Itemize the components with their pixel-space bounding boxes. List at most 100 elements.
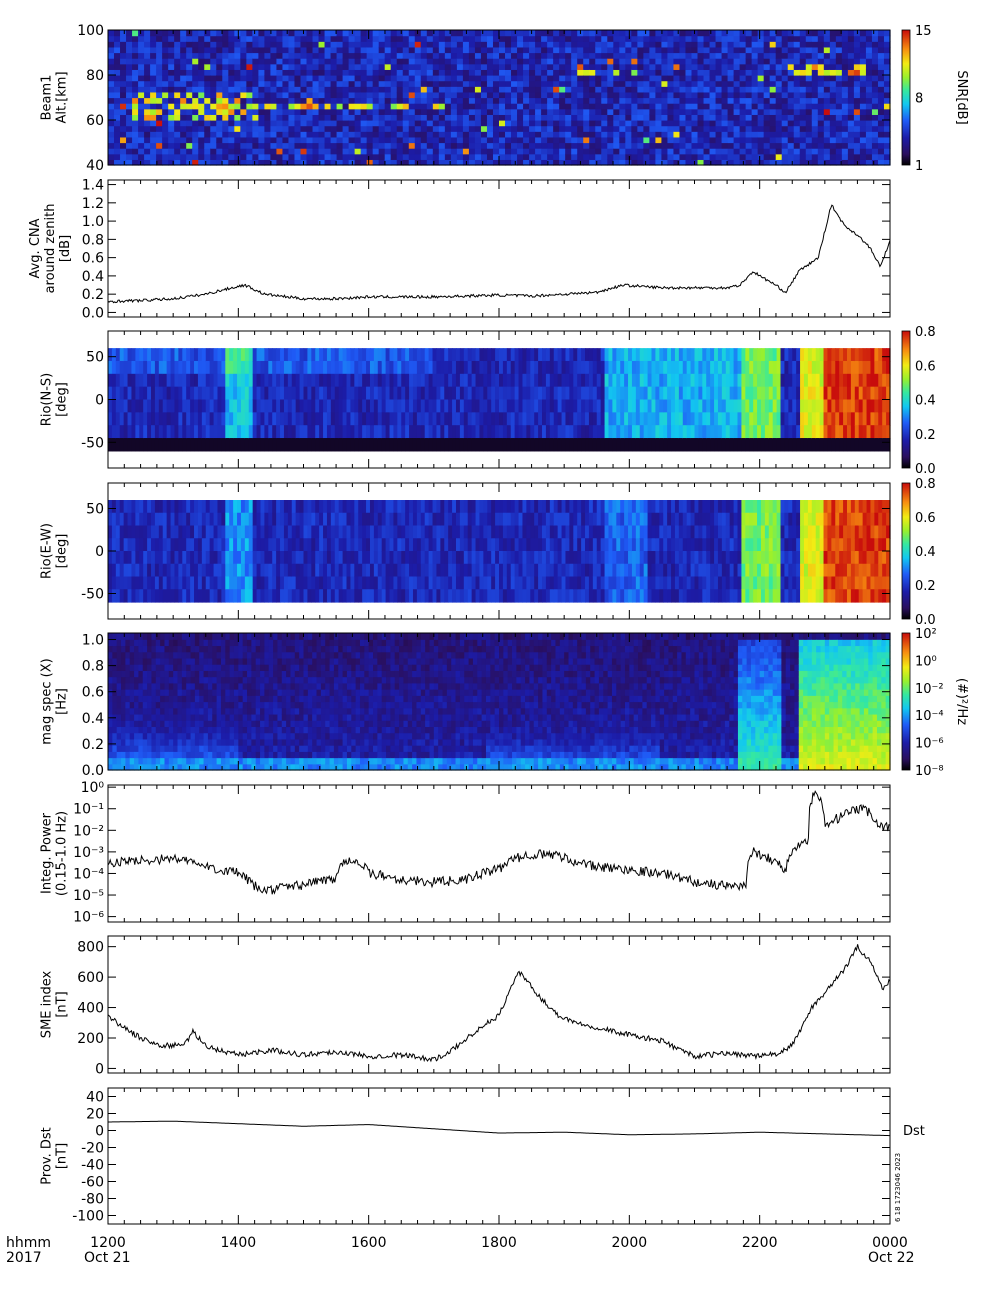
rio_ns-cell (115, 412, 121, 426)
rio_ns-cell (205, 438, 211, 452)
beam-cell (348, 69, 356, 76)
beam-cell (517, 125, 524, 132)
beam-cell (625, 97, 632, 104)
beam-cell (108, 41, 115, 48)
beam-cell (492, 41, 500, 48)
beam-cell (523, 35, 530, 42)
beam-cell (414, 52, 422, 59)
beam-cell (342, 114, 350, 121)
beam-cell (348, 108, 356, 115)
beam-cell (234, 46, 241, 54)
beam-cell (685, 63, 693, 70)
beam-cell (739, 35, 747, 42)
rio_ns-cell (459, 412, 465, 426)
beam-cell (823, 30, 831, 37)
rio_ns-cell (874, 373, 879, 388)
rio_ns-cell (475, 438, 481, 452)
beam-cell (769, 35, 777, 42)
rio_ns-cell (499, 373, 504, 388)
beam-cell (517, 58, 524, 65)
beam-cell (312, 58, 320, 65)
beam-cell (402, 97, 410, 104)
beam-cell (583, 30, 590, 37)
beam-cell (438, 148, 446, 155)
beam-cell (456, 35, 464, 42)
beam-cell (402, 41, 410, 48)
beam-cell (535, 108, 542, 115)
beam-cell (583, 131, 590, 138)
beam-cell (252, 80, 259, 87)
beam-cell (559, 131, 566, 138)
rio_ns-cell (702, 348, 707, 362)
beam-cell (252, 131, 259, 138)
rio_ns-cell (299, 360, 305, 375)
rio_ns-cell (483, 386, 488, 401)
beam-cell (270, 63, 278, 70)
rio_ns-cell (585, 386, 590, 401)
beam-cell (793, 63, 801, 70)
rio_ns-cell (600, 412, 606, 426)
rio_ns-cell (526, 438, 531, 452)
rio_ns-cell (542, 348, 547, 362)
beam-cell (655, 35, 663, 42)
rio_ns-cell (272, 412, 277, 426)
beam-cell (859, 120, 867, 127)
beam-cell (318, 97, 326, 104)
rio_ns-cell (252, 399, 258, 413)
beam-cell (180, 148, 187, 155)
rio_ns-cell (354, 360, 359, 375)
beam-cell (733, 52, 741, 59)
beam-cell (565, 153, 572, 160)
beam-cell (396, 35, 404, 42)
beam-cell (390, 80, 398, 87)
beam-cell (865, 103, 873, 110)
rio_ns-cell (811, 412, 817, 426)
beam-cell (793, 80, 801, 87)
beam-cell (865, 58, 873, 65)
rio_ns-cell (565, 412, 570, 426)
beam-cell (474, 30, 482, 37)
beam-cell (210, 153, 217, 160)
beam-cell (721, 142, 729, 149)
rio_ns-cell (221, 412, 226, 426)
beam-cell (108, 75, 115, 82)
beam-cell (318, 136, 326, 144)
beam-cell (811, 30, 819, 37)
beam-cell (721, 148, 729, 155)
beam-cell (835, 131, 843, 138)
beam-cell (853, 58, 861, 65)
rio_ns-cell (819, 412, 825, 426)
beam-cell (727, 153, 735, 160)
beam-cell (541, 63, 548, 70)
beam-cell (709, 97, 717, 104)
rio_ns-cell (538, 360, 543, 375)
beam-cell (709, 52, 717, 59)
beam-cell (396, 103, 404, 110)
beam-cell (438, 97, 446, 104)
beam-cell (529, 80, 536, 87)
rio_ns-cell (858, 399, 864, 413)
rio_ns-cell (182, 399, 187, 413)
rio_ns-cell (581, 438, 586, 452)
beam-cell (559, 41, 566, 48)
beam-cell (703, 30, 711, 37)
beam-cell (583, 35, 590, 42)
beam-cell (486, 75, 494, 82)
rio_ns-cell (252, 412, 258, 426)
beam-cell (799, 69, 807, 76)
rio_ns-cell (831, 386, 836, 401)
beam-cell (589, 41, 596, 48)
rio_ns-cell (467, 373, 473, 388)
beam-cell (288, 131, 296, 138)
rio_ns-cell (631, 438, 637, 452)
beam-cell (589, 63, 596, 70)
beam-cell (354, 120, 362, 127)
beam-cell (432, 159, 440, 166)
rio_ns-cell (373, 373, 379, 388)
beam-cell (517, 52, 524, 59)
rio_ns-cell (651, 412, 656, 426)
rio_ns-cell (154, 348, 160, 362)
beam-cell (264, 35, 272, 42)
beam-cell (168, 52, 175, 59)
rio_ns-cell (655, 348, 660, 362)
